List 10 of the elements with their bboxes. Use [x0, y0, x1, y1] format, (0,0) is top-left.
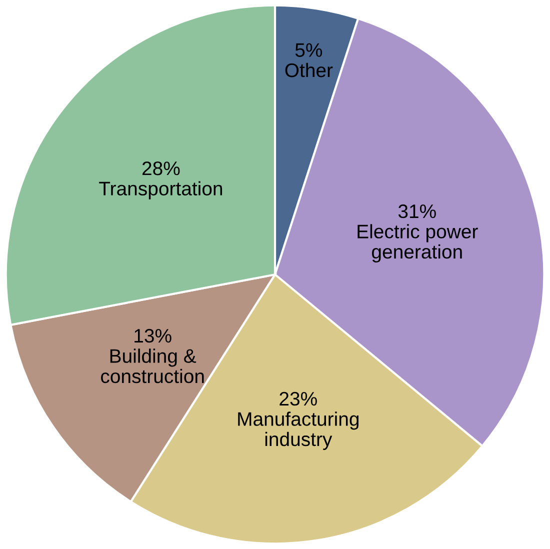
slice-label: Other	[285, 62, 333, 78]
slice-label: Electric power generation	[358, 224, 478, 263]
slice-label: Transportation	[99, 181, 222, 200]
slice-label: Building & construction	[100, 348, 204, 384]
data-label: 28%	[142, 161, 180, 176]
data-label: 23%	[280, 392, 317, 406]
data-label: 5%	[295, 43, 322, 57]
slice-label: Manufacturing industry	[238, 412, 359, 450]
data-label: 31%	[398, 204, 436, 218]
data-label: 13%	[134, 328, 172, 343]
